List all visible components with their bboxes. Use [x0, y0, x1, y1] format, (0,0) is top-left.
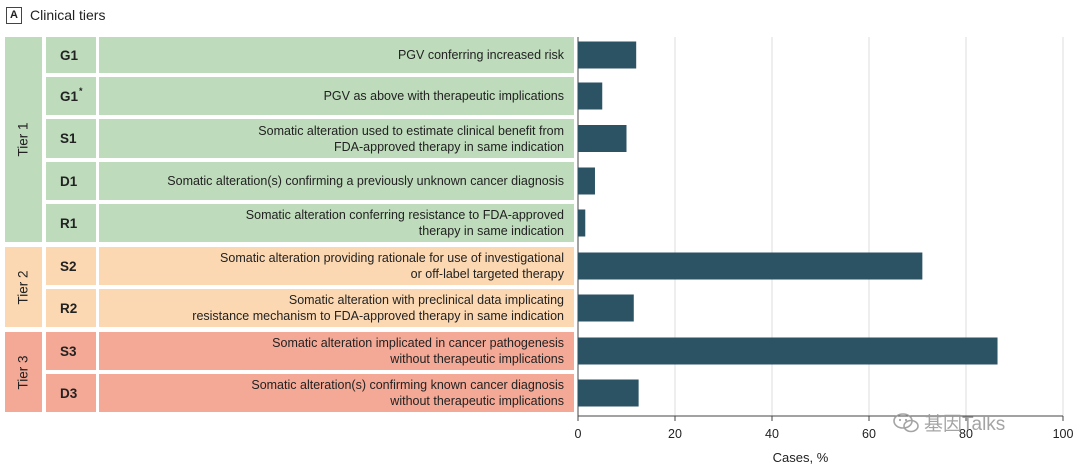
bar-s1: [578, 125, 627, 152]
panel-header: A Clinical tiers: [6, 5, 105, 25]
row-code: D3: [46, 374, 96, 412]
bar-g1-star: [578, 82, 603, 110]
row-code: R1: [46, 204, 96, 242]
row-description: Somatic alteration with preclinical data…: [99, 289, 574, 327]
tier-1-label: Tier 1: [5, 37, 42, 242]
bar-s3: [578, 337, 998, 365]
row-description: PGV conferring increased risk: [99, 37, 574, 73]
row-description: Somatic alteration used to estimate clin…: [99, 119, 574, 158]
row-description: Somatic alteration providing rationale f…: [99, 247, 574, 285]
row-description: Somatic alteration implicated in cancer …: [99, 332, 574, 370]
bar-r2: [578, 294, 634, 322]
bar-s2: [578, 252, 923, 280]
panel-title: Clinical tiers: [30, 7, 106, 23]
bar-d3: [578, 379, 639, 407]
row-code: S1: [46, 119, 96, 158]
x-tick-label: 60: [862, 427, 876, 441]
row-description: Somatic alteration conferring resistance…: [99, 204, 574, 242]
watermark: 基因Talks: [892, 409, 1005, 436]
bar-r1: [578, 209, 586, 237]
panel-letter: A: [6, 6, 22, 24]
row-code: S3: [46, 332, 96, 370]
bar-g1: [578, 41, 637, 69]
x-tick-label: 20: [668, 427, 682, 441]
row-code: S2: [46, 247, 96, 285]
x-tick-label: 80: [959, 427, 973, 441]
x-tick-label: 100: [1053, 427, 1074, 441]
row-code: D1: [46, 162, 96, 200]
row-code: G1: [46, 37, 96, 73]
x-tick-label: 0: [575, 427, 582, 441]
wechat-icon: [893, 412, 919, 432]
row-description: Somatic alteration(s) confirming known c…: [99, 374, 574, 412]
row-code: R2: [46, 289, 96, 327]
tier-2-label: Tier 2: [5, 247, 42, 327]
watermark-text: 基因Talks: [924, 414, 1006, 435]
x-tick-label: 40: [765, 427, 779, 441]
row-description: PGV as above with therapeutic implicatio…: [99, 77, 574, 115]
x-axis-title: Cases, %: [773, 450, 829, 465]
tier-3-label: Tier 3: [5, 332, 42, 412]
row-description: Somatic alteration(s) confirming a previ…: [99, 162, 574, 200]
bar-d1: [578, 167, 595, 195]
row-code: G1 *: [46, 77, 96, 115]
